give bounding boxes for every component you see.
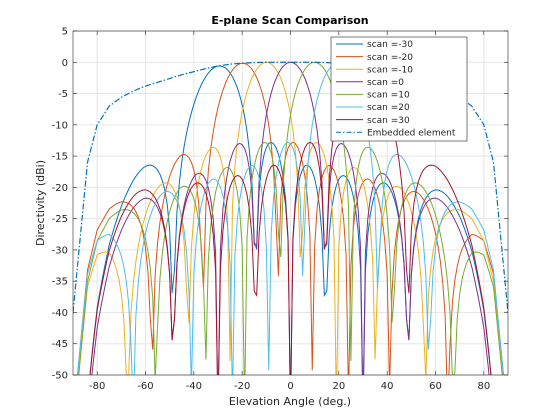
x-axis-title: Elevation Angle (deg.) bbox=[229, 395, 351, 408]
series-line-scan-20 bbox=[77, 62, 504, 375]
series-line-scan-10 bbox=[78, 61, 503, 375]
x-tick-label: 40 bbox=[381, 381, 394, 392]
y-tick-label: -20 bbox=[52, 183, 68, 194]
y-tick-label: -40 bbox=[52, 308, 68, 319]
legend-label: scan =-20 bbox=[367, 53, 413, 63]
y-tick-label: -30 bbox=[52, 245, 68, 256]
y-tick-label: -5 bbox=[58, 89, 68, 100]
legend-box bbox=[330, 36, 468, 142]
x-tick-label: 80 bbox=[477, 381, 490, 392]
x-tick-label: 0 bbox=[287, 381, 293, 392]
y-axis-title: Directivity (dBi) bbox=[34, 160, 47, 246]
ticks: -80 -60 -40 -20 0 20 40 60 80 5 0 -5 -10 -15 -20 -25 -30… bbox=[52, 27, 508, 392]
legend-label: scan =0 bbox=[367, 78, 404, 88]
x-tick-label: -20 bbox=[234, 381, 250, 392]
x-tick-label: -60 bbox=[137, 381, 153, 392]
y-tick-label: -15 bbox=[52, 152, 68, 163]
y-tick-label: -50 bbox=[52, 371, 68, 382]
y-tick-label: 0 bbox=[62, 58, 68, 69]
legend-label: scan =-10 bbox=[367, 65, 413, 75]
y-tick-label: -35 bbox=[52, 277, 68, 288]
y-tick-label: -10 bbox=[52, 120, 68, 131]
y-tick-label: -45 bbox=[52, 339, 68, 350]
series-line-scan-30 bbox=[89, 65, 492, 375]
y-tick-label: -25 bbox=[52, 214, 68, 225]
x-tick-label: 20 bbox=[332, 381, 345, 392]
series-layer bbox=[73, 61, 508, 375]
chart-title: E-plane Scan Comparison bbox=[211, 14, 368, 27]
series-line-embedded-element bbox=[73, 61, 508, 313]
legend-label: scan =-30 bbox=[367, 40, 413, 50]
series-line-scan-30 bbox=[89, 65, 492, 375]
legend: scan =-30 scan =-20 scan =-10 scan =0 scan =… bbox=[330, 36, 468, 142]
legend-label: Embedded element bbox=[367, 128, 456, 138]
y-tick-label: 5 bbox=[62, 27, 68, 38]
legend-label: scan =20 bbox=[367, 103, 410, 113]
x-tick-label: -40 bbox=[186, 381, 202, 392]
legend-label: scan =10 bbox=[367, 91, 410, 101]
series-line-scan-0 bbox=[91, 61, 490, 375]
x-tick-label: -80 bbox=[89, 381, 105, 392]
x-tick-label: 60 bbox=[429, 381, 442, 392]
legend-label: scan =30 bbox=[367, 116, 410, 126]
